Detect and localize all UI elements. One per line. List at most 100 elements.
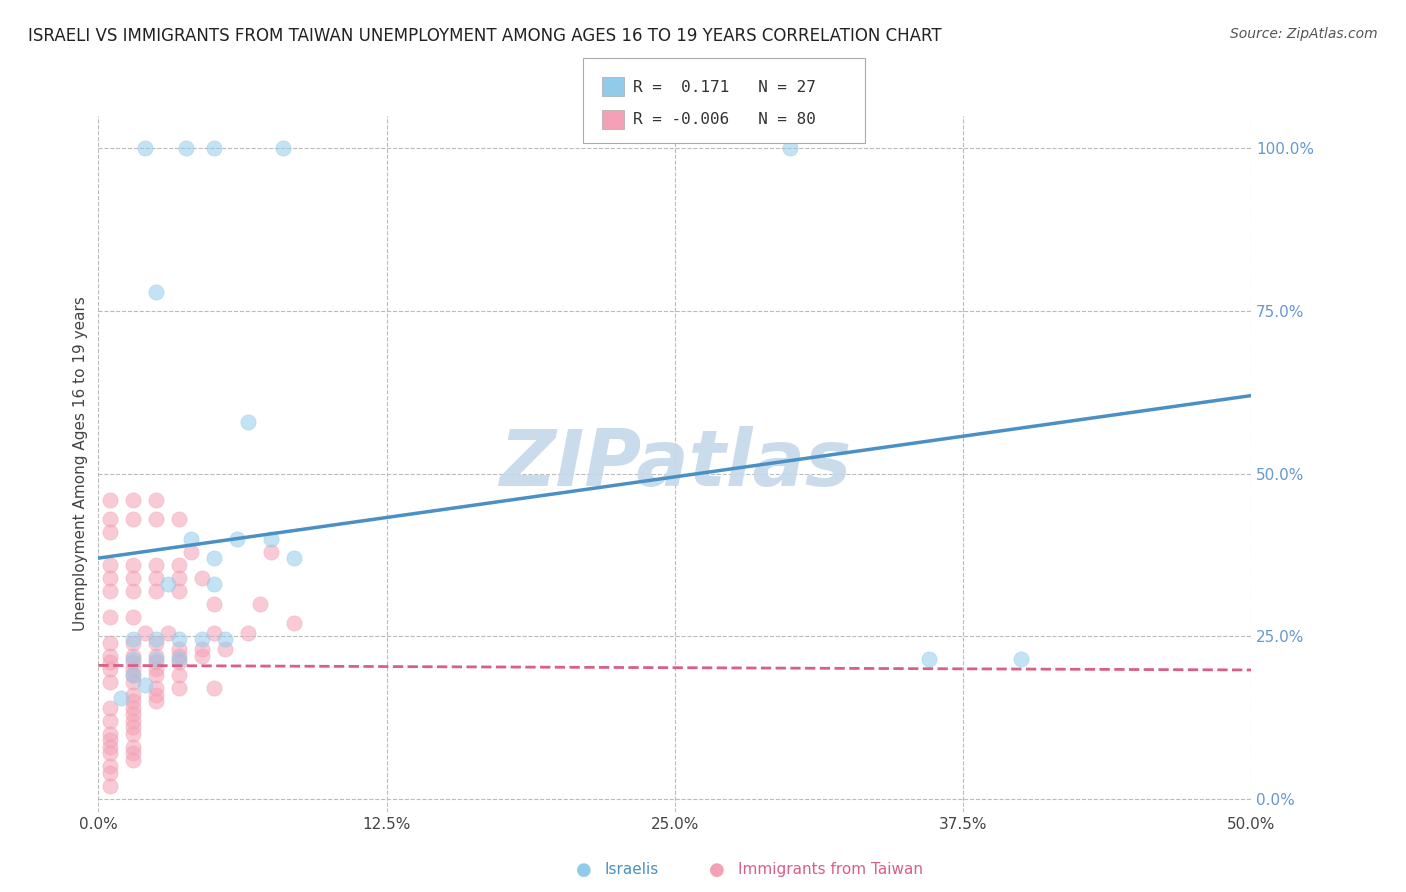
Text: R =  0.171   N = 27: R = 0.171 N = 27 (633, 80, 815, 95)
Point (98, 727, 121, 741)
Point (98, 700, 121, 714)
Point (98, 558, 121, 572)
Point (145, 558, 167, 572)
Point (122, 739, 145, 754)
Text: Israelis: Israelis (605, 863, 659, 877)
Point (145, 635, 167, 649)
Point (167, 648, 190, 663)
Point (145, 662, 167, 676)
Point (202, 626, 225, 640)
Point (98, 609, 121, 624)
Point (145, 285, 167, 299)
Point (122, 652, 145, 666)
Point (167, 652, 190, 666)
Point (122, 688, 145, 702)
Point (134, 141, 156, 155)
Point (283, 551, 305, 566)
Point (122, 648, 145, 663)
Point (145, 512, 167, 526)
Point (167, 571, 190, 585)
Point (225, 532, 247, 546)
Point (167, 642, 190, 657)
Point (122, 668, 145, 682)
Text: R = -0.006   N = 80: R = -0.006 N = 80 (633, 112, 815, 127)
Point (122, 714, 145, 728)
Point (122, 512, 145, 526)
Text: ●: ● (575, 861, 592, 879)
Point (180, 532, 202, 546)
Point (122, 632, 145, 647)
Point (98, 648, 121, 663)
Point (1010, 652, 1032, 666)
Point (191, 571, 214, 585)
Point (122, 753, 145, 767)
Point (156, 626, 179, 640)
Point (122, 720, 145, 734)
Point (167, 681, 190, 695)
Point (191, 648, 214, 663)
Point (191, 632, 214, 647)
Point (145, 571, 167, 585)
Point (145, 492, 167, 507)
Point (145, 668, 167, 682)
Point (98, 746, 121, 760)
Point (145, 681, 167, 695)
Point (167, 583, 190, 598)
Point (122, 583, 145, 598)
Point (917, 652, 939, 666)
Point (214, 632, 236, 647)
Point (122, 492, 145, 507)
Point (156, 577, 179, 591)
Point (167, 668, 190, 682)
Point (122, 571, 145, 585)
Point (191, 642, 214, 657)
Point (122, 674, 145, 689)
Point (98, 571, 121, 585)
Point (145, 655, 167, 669)
Point (145, 583, 167, 598)
Point (167, 655, 190, 669)
Point (145, 632, 167, 647)
Point (98, 512, 121, 526)
Point (98, 733, 121, 747)
Text: Immigrants from Taiwan: Immigrants from Taiwan (738, 863, 924, 877)
Point (122, 746, 145, 760)
Point (98, 674, 121, 689)
Point (145, 648, 167, 663)
Point (214, 642, 236, 657)
Point (134, 626, 156, 640)
Point (779, 141, 801, 155)
Point (180, 544, 202, 558)
Point (145, 688, 167, 702)
Point (98, 492, 121, 507)
Point (98, 635, 121, 649)
Point (271, 141, 294, 155)
Point (98, 662, 121, 676)
Point (98, 765, 121, 780)
Point (145, 694, 167, 708)
Point (122, 668, 145, 682)
Point (122, 662, 145, 676)
Point (202, 551, 225, 566)
Point (122, 700, 145, 714)
Point (122, 635, 145, 649)
Point (122, 694, 145, 708)
Point (202, 597, 225, 611)
Point (122, 655, 145, 669)
Point (122, 558, 145, 572)
Point (174, 141, 197, 155)
Point (98, 583, 121, 598)
Point (98, 779, 121, 793)
Point (167, 512, 190, 526)
Point (122, 727, 145, 741)
Point (145, 652, 167, 666)
Text: Source: ZipAtlas.com: Source: ZipAtlas.com (1230, 27, 1378, 41)
Point (98, 739, 121, 754)
Text: ●: ● (709, 861, 725, 879)
Point (238, 626, 260, 640)
Point (98, 525, 121, 540)
Y-axis label: Unemployment Among Ages 16 to 19 years: Unemployment Among Ages 16 to 19 years (73, 296, 89, 632)
Point (167, 558, 190, 572)
Point (122, 707, 145, 722)
Point (260, 532, 283, 546)
